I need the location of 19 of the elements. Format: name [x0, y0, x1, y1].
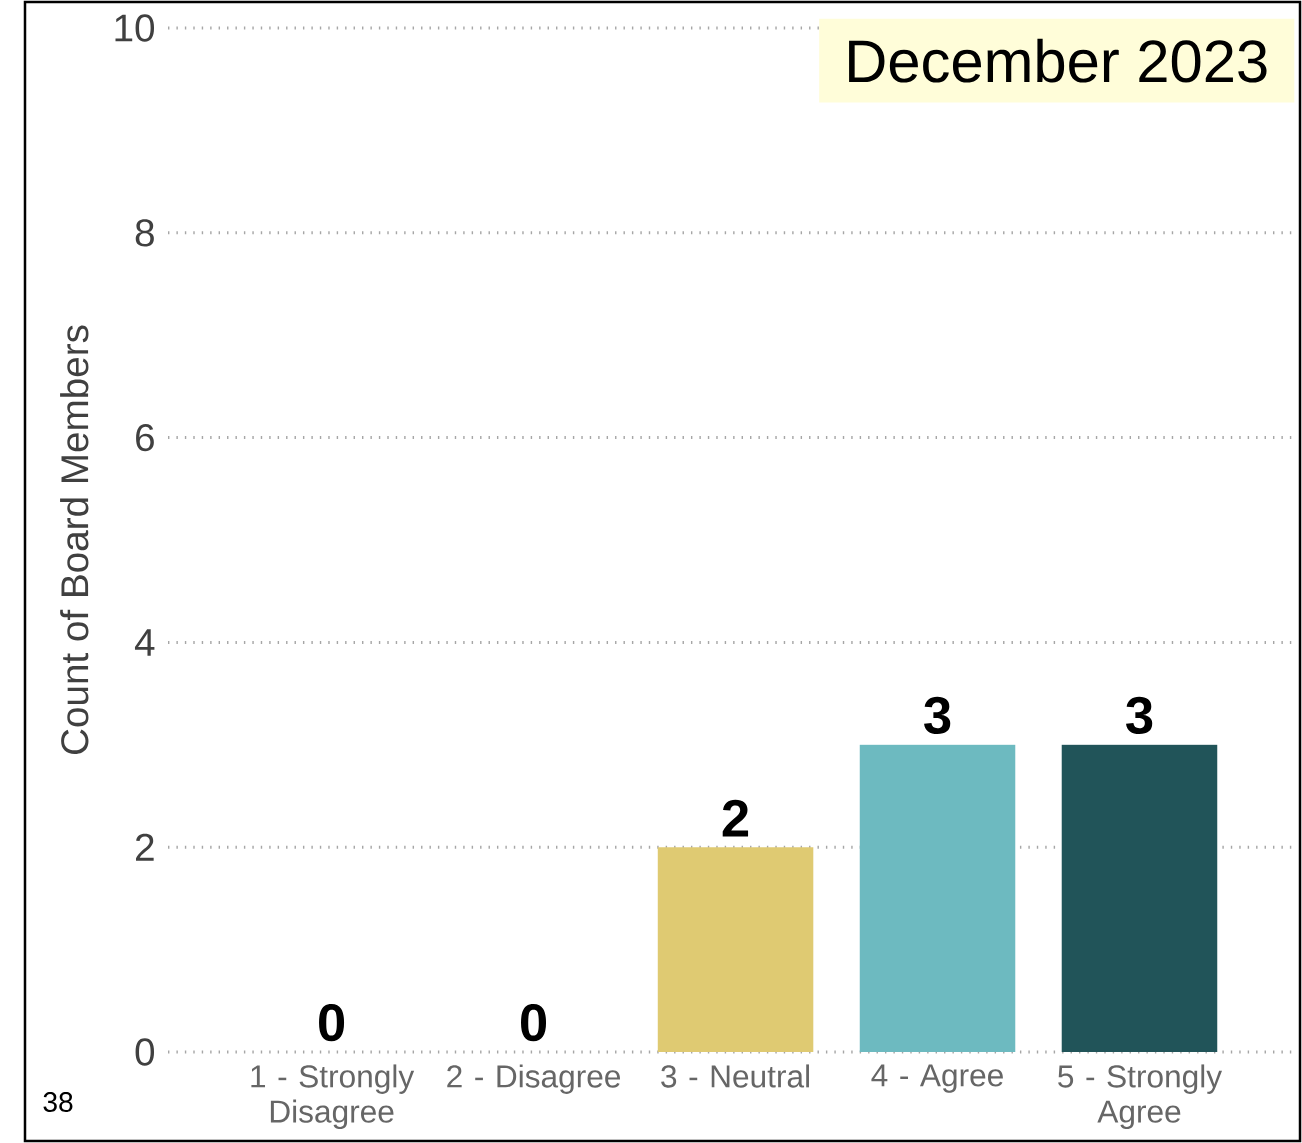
y-axis-title: Count of Board Members	[60, 325, 89, 754]
y-tick-label: 0	[135, 1038, 155, 1066]
x-tick-label: 3 - Neutral	[661, 1064, 809, 1088]
y-tick-label: 2	[136, 833, 154, 861]
x-tick-label: 5 - Strongly Agree	[1058, 1064, 1223, 1130]
data-label: 0	[319, 1003, 345, 1042]
data-label: 2	[722, 799, 749, 837]
y-tick-label: 10	[115, 14, 155, 42]
x-tick-label: 1 - Strongly Disagree	[251, 1064, 415, 1130]
x-tick-label: 4 - Agree	[871, 1064, 1003, 1093]
x-tick-label: 2 - Disagree	[447, 1064, 621, 1094]
data-label: 0	[521, 1003, 547, 1042]
y-tick-label: 8	[135, 219, 154, 247]
chart-title: December 2023	[849, 38, 1267, 83]
data-label: 3	[1126, 696, 1153, 735]
y-tick-label: 6	[136, 423, 154, 452]
data-label: 3	[924, 696, 951, 735]
y-tick-label: 4	[134, 629, 155, 656]
text: 38	[43, 1092, 73, 1112]
